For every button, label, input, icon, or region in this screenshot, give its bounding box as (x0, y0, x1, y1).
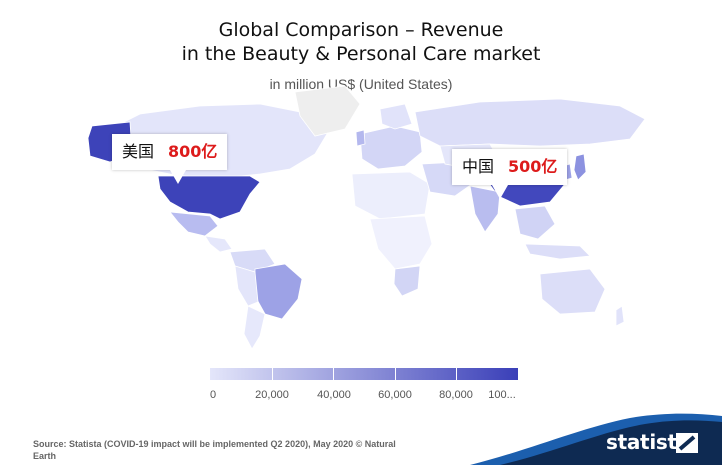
world-map (87, 85, 646, 350)
callout-china: 中国 500亿 (452, 149, 568, 199)
region-argentina-chile[interactable] (243, 305, 266, 350)
legend-tick: 20,000 (255, 389, 289, 401)
legend-color-scale (210, 368, 518, 380)
region-central-america[interactable] (204, 235, 233, 253)
statista-logo-icon (676, 433, 698, 453)
title-line-1: Global Comparison – Revenue (218, 19, 504, 41)
region-australia[interactable] (539, 268, 606, 315)
legend-tick: 60,000 (378, 389, 412, 401)
region-europe[interactable] (359, 125, 423, 170)
legend-separator (456, 368, 457, 380)
legend-separator (272, 368, 273, 380)
region-mexico[interactable] (169, 211, 219, 237)
region-southeast-asia[interactable] (514, 205, 556, 240)
region-south-africa[interactable] (393, 265, 421, 297)
legend-tick: 80,000 (439, 389, 473, 401)
legend-tick: 100... (488, 389, 516, 401)
region-united-states[interactable] (157, 175, 261, 220)
title-line-2: in the Beauty & Personal Care market (181, 43, 541, 65)
brand-banner (470, 413, 722, 465)
region-new-zealand[interactable] (615, 305, 625, 327)
region-brazil[interactable] (254, 263, 303, 320)
region-japan[interactable] (573, 153, 587, 181)
chart-subtitle: in million US$ (United States) (269, 76, 453, 92)
callout-amount-label: 500亿 (508, 157, 558, 176)
legend-separator (333, 368, 334, 380)
region-uk[interactable] (355, 129, 366, 147)
chart-title: Global Comparison – Revenue in the Beaut… (0, 18, 722, 66)
legend-tick: 0 (209, 389, 217, 401)
callout-united-states: 美国 800亿 (112, 134, 228, 184)
region-central-africa[interactable] (369, 215, 433, 270)
region-scandinavia[interactable] (379, 103, 413, 130)
source-note: Source: Statista (COVID-19 impact will b… (33, 439, 396, 461)
callout-country-label: 中国 (462, 157, 495, 176)
region-greenland[interactable] (294, 85, 361, 137)
callout-country-label: 美国 (122, 142, 155, 161)
region-indonesia[interactable] (524, 243, 591, 260)
legend-separator (395, 368, 396, 380)
legend-tick: 40,000 (317, 389, 351, 401)
callout-amount-label: 800亿 (168, 142, 218, 161)
region-north-africa[interactable] (351, 171, 431, 220)
region-russia[interactable] (414, 98, 646, 147)
region-peru-bolivia[interactable] (234, 265, 259, 307)
